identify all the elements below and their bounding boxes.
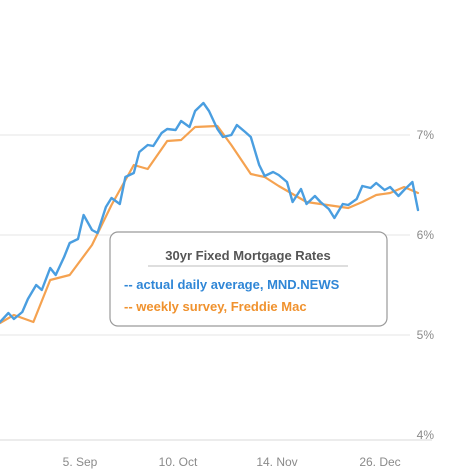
- legend-title: 30yr Fixed Mortgage Rates: [165, 248, 330, 263]
- y-tick-label: 5%: [417, 328, 435, 342]
- x-tick-label: 14. Nov: [256, 455, 297, 469]
- legend-box: 30yr Fixed Mortgage Rates -- actual dail…: [109, 231, 388, 327]
- x-tick-label: 26. Dec: [359, 455, 400, 469]
- y-tick-label: 7%: [417, 128, 435, 142]
- y-tick-label: 6%: [417, 228, 435, 242]
- y-tick-label: 4%: [417, 428, 435, 442]
- legend-frame: [109, 231, 388, 327]
- series-line-weekly: [0, 124, 420, 325]
- x-tick-label: 5. Sep: [63, 455, 98, 469]
- x-tick-label: 10. Oct: [159, 455, 198, 469]
- legend-entry-weekly: -- weekly survey, Freddie Mac: [124, 299, 307, 314]
- series-lines: [0, 101, 420, 325]
- legend-entry-daily: -- actual daily average, MND.NEWS: [124, 277, 340, 292]
- y-axis-ticks: 4% 5% 6% 7%: [417, 128, 435, 442]
- series-line-daily: [0, 101, 420, 324]
- x-axis-ticks: 5. Sep 10. Oct 14. Nov 26. Dec: [0, 439, 432, 469]
